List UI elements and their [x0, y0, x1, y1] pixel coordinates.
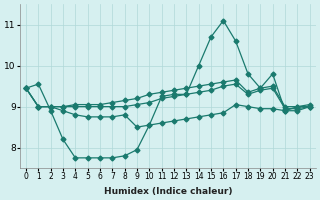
- X-axis label: Humidex (Indice chaleur): Humidex (Indice chaleur): [104, 187, 232, 196]
